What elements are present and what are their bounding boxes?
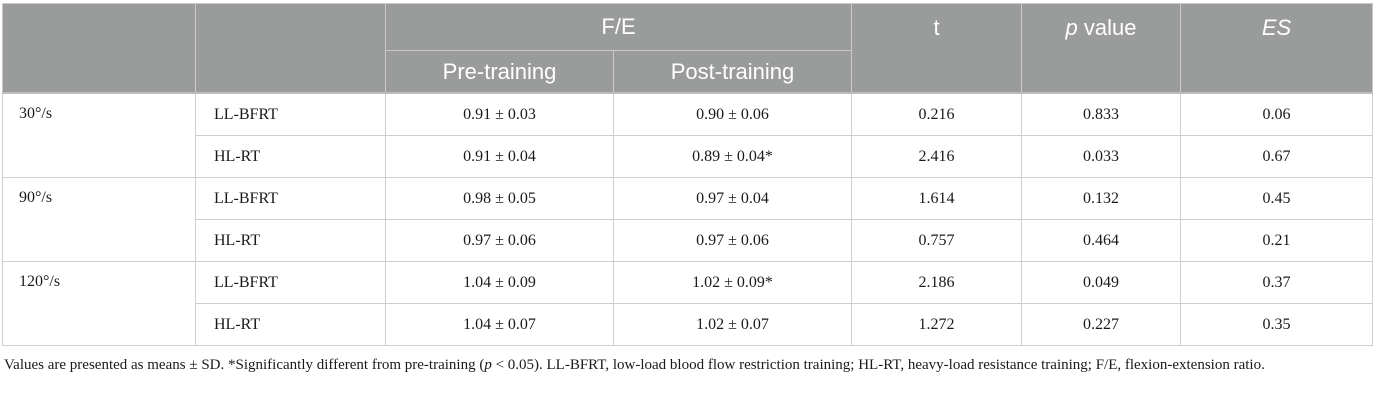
results-table: F/E t p value ES Pre-training Post-train… (2, 3, 1374, 346)
es-cell: 0.35 (1180, 303, 1374, 346)
group-cell: HL-RT (195, 219, 386, 262)
post-cell: 0.90 ± 0.06 (612, 92, 853, 136)
header-es: ES (1180, 3, 1374, 94)
header-p-rest: value (1077, 15, 1137, 40)
group-cell: LL-BFRT (195, 92, 386, 136)
header-blank-group (195, 3, 386, 94)
p-cell: 0.833 (1021, 92, 1182, 136)
table-footnote: Values are presented as means ± SD. *Sig… (4, 355, 1372, 376)
post-cell: 0.97 ± 0.06 (612, 219, 853, 262)
table-header: F/E t p value ES Pre-training Post-train… (2, 3, 1374, 94)
header-es-label: ES (1261, 15, 1292, 40)
speed-cell: 90°/s (2, 177, 196, 262)
header-p-value: p value (1021, 3, 1182, 94)
group-cell: LL-BFRT (195, 177, 386, 220)
table-row: 120°/s LL-BFRT 1.04 ± 0.09 1.02 ± 0.09* … (2, 261, 1374, 346)
t-cell: 1.272 (851, 303, 1023, 346)
table-row: HL-RT 0.97 ± 0.06 0.97 ± 0.06 0.757 0.46… (3, 219, 1374, 262)
group-cell: LL-BFRT (195, 261, 386, 304)
speed-cell: 30°/s (2, 92, 196, 178)
group-cell: HL-RT (195, 135, 386, 178)
speed-cell: 120°/s (2, 261, 196, 346)
footnote-p-italic: p (484, 357, 492, 373)
header-p-italic: p (1065, 15, 1078, 40)
t-cell: 2.186 (851, 261, 1023, 304)
es-cell: 0.21 (1180, 219, 1374, 262)
es-cell: 0.67 (1180, 135, 1374, 178)
post-cell: 0.97 ± 0.04 (612, 177, 853, 220)
pre-cell: 0.91 ± 0.04 (385, 135, 614, 178)
table-row: HL-RT 1.04 ± 0.07 1.02 ± 0.07 1.272 0.22… (3, 303, 1374, 346)
footnote-part-a: Values are presented as means ± SD. *Sig… (4, 357, 485, 373)
es-cell: 0.37 (1180, 261, 1374, 304)
table-body: 30°/s LL-BFRT 0.91 ± 0.03 0.90 ± 0.06 0.… (2, 92, 1374, 346)
post-cell: 1.02 ± 0.07 (612, 303, 853, 346)
footnote-part-b: < 0.05). LL-BFRT, low-load blood flow re… (491, 357, 1265, 373)
pre-cell: 0.91 ± 0.03 (385, 92, 614, 136)
p-cell: 0.033 (1021, 135, 1182, 178)
t-cell: 0.757 (851, 219, 1023, 262)
es-cell: 0.06 (1180, 92, 1374, 136)
pre-cell: 0.97 ± 0.06 (385, 219, 614, 262)
table-row: HL-RT 0.91 ± 0.04 0.89 ± 0.04* 2.416 0.0… (3, 135, 1374, 178)
pre-cell: 1.04 ± 0.09 (385, 261, 614, 304)
post-cell: 0.89 ± 0.04* (612, 135, 853, 178)
table-row: 90°/s LL-BFRT 0.98 ± 0.05 0.97 ± 0.04 1.… (2, 177, 1374, 262)
header-fe: F/E (384, 3, 853, 51)
t-cell: 1.614 (851, 177, 1023, 220)
p-cell: 0.464 (1021, 219, 1182, 262)
p-cell: 0.049 (1021, 261, 1182, 304)
es-cell: 0.45 (1180, 177, 1374, 220)
t-cell: 2.416 (851, 135, 1023, 178)
header-blank-speed (2, 3, 196, 94)
header-post-training: Post-training (612, 50, 853, 94)
group-cell: HL-RT (195, 303, 386, 346)
table-row: 30°/s LL-BFRT 0.91 ± 0.03 0.90 ± 0.06 0.… (2, 92, 1374, 178)
pre-cell: 0.98 ± 0.05 (385, 177, 614, 220)
header-t: t (851, 3, 1023, 94)
post-cell: 1.02 ± 0.09* (612, 261, 853, 304)
pre-cell: 1.04 ± 0.07 (385, 303, 614, 346)
p-cell: 0.132 (1021, 177, 1182, 220)
p-cell: 0.227 (1021, 303, 1182, 346)
t-cell: 0.216 (851, 92, 1023, 136)
header-pre-training: Pre-training (385, 50, 614, 94)
